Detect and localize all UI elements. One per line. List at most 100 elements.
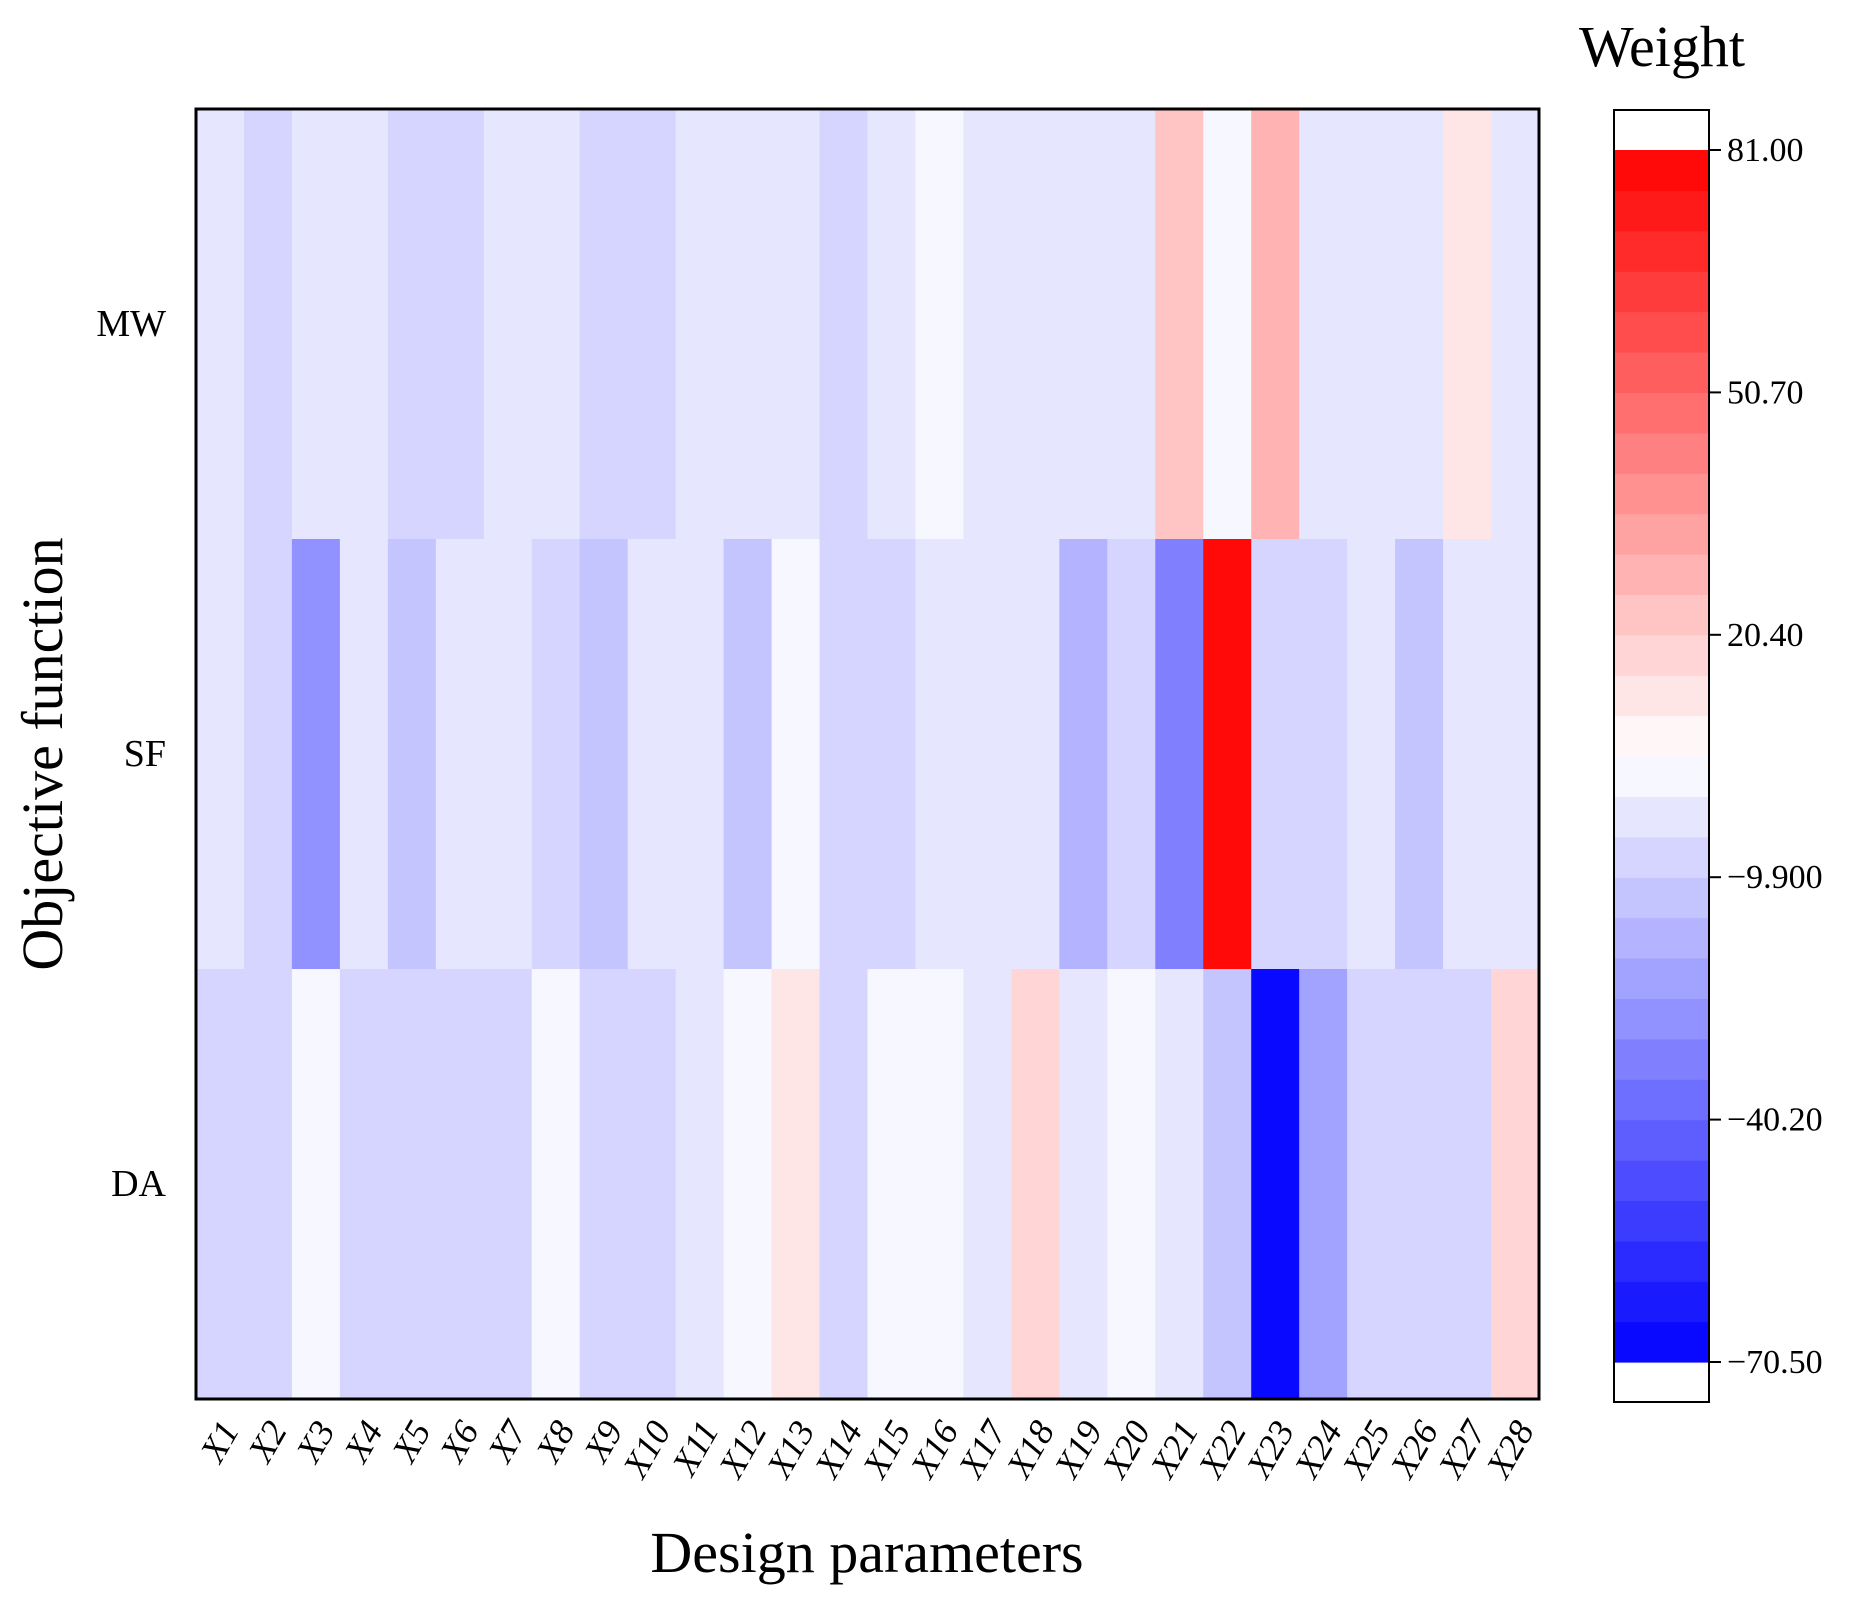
heatmap-cell-da-x3 bbox=[291, 969, 341, 1400]
x-tick-label-x23: X23 bbox=[1237, 1414, 1302, 1486]
heatmap-cell-mw-x27 bbox=[1443, 109, 1492, 540]
heatmap-cell-da-x28 bbox=[1491, 969, 1540, 1400]
heatmap-cell-da-x24 bbox=[1299, 969, 1348, 1400]
heatmap-cell-mw-x12 bbox=[723, 109, 773, 540]
colorbar-band-17 bbox=[1614, 634, 1709, 676]
heatmap-cell-mw-x15 bbox=[867, 109, 917, 540]
x-tick-label-x28: X28 bbox=[1477, 1414, 1542, 1486]
x-axis-tick-labels: X1X2X3X4X5X6X7X8X9X10X11X12X13X14X15X16X… bbox=[191, 1412, 1542, 1486]
heatmap-cell-da-x6 bbox=[435, 969, 485, 1400]
heatmap-cell-da-x19 bbox=[1059, 969, 1108, 1400]
heatmap-cell-mw-x9 bbox=[579, 109, 629, 540]
colorbar-band-19 bbox=[1614, 554, 1709, 595]
heatmap-cell-sf-x2 bbox=[243, 539, 293, 970]
heatmap-cell-mw-x7 bbox=[483, 109, 533, 540]
x-tick-label-x22: X22 bbox=[1189, 1414, 1254, 1486]
heatmap-cell-sf-x1 bbox=[196, 539, 245, 970]
colorbar-band-5 bbox=[1614, 1119, 1709, 1161]
heatmap-cell-mw-x3 bbox=[291, 109, 341, 540]
heatmap-cell-sf-x24 bbox=[1299, 539, 1348, 970]
heatmap-cell-da-x10 bbox=[627, 969, 677, 1400]
x-tick-label-x19: X19 bbox=[1046, 1414, 1111, 1486]
colorbar-band-21 bbox=[1614, 473, 1709, 515]
x-tick-label-x11: X11 bbox=[663, 1414, 726, 1484]
heatmap-cell-da-x21 bbox=[1155, 969, 1204, 1400]
heatmap-cell-mw-x2 bbox=[243, 109, 293, 540]
heatmap-cell-sf-x5 bbox=[387, 539, 437, 970]
x-tick-label-x1: X1 bbox=[191, 1414, 247, 1470]
heatmap-cells bbox=[196, 109, 1540, 1400]
y-tick-label-sf: SF bbox=[124, 733, 166, 775]
heatmap-cell-mw-x8 bbox=[531, 109, 581, 540]
heatmap-cell-sf-x19 bbox=[1059, 539, 1108, 970]
heatmap-cell-mw-x20 bbox=[1107, 109, 1156, 540]
colorbar-tick-label: −40.20 bbox=[1727, 1102, 1823, 1139]
heatmap-cell-sf-x18 bbox=[1011, 539, 1060, 970]
colorbar-band-1 bbox=[1614, 1281, 1709, 1323]
heatmap-cell-da-x25 bbox=[1347, 969, 1396, 1400]
heatmap-cell-sf-x6 bbox=[435, 539, 485, 970]
colorbar-band-12 bbox=[1614, 836, 1709, 878]
heatmap-cell-sf-x10 bbox=[627, 539, 677, 970]
colorbar-band-26 bbox=[1614, 271, 1709, 313]
x-tick-label-x12: X12 bbox=[710, 1414, 775, 1486]
colorbar-band-0 bbox=[1614, 1321, 1709, 1363]
colorbar-frame bbox=[1613, 109, 1710, 1403]
colorbar bbox=[1613, 109, 1710, 1403]
colorbar-band-25 bbox=[1614, 311, 1709, 353]
heatmap-cell-da-x17 bbox=[963, 969, 1012, 1400]
heatmap-cell-sf-x22 bbox=[1203, 539, 1252, 970]
x-tick-label-x2: X2 bbox=[239, 1414, 295, 1470]
colorbar-tick-label: −9.900 bbox=[1727, 859, 1823, 896]
x-tick-label-x14: X14 bbox=[806, 1414, 871, 1486]
heatmap-cell-sf-x4 bbox=[339, 539, 389, 970]
heatmap-cell-da-x16 bbox=[915, 969, 965, 1400]
heatmap-cell-sf-x9 bbox=[579, 539, 629, 970]
colorbar-band-9 bbox=[1614, 958, 1709, 999]
x-tick-label-x8: X8 bbox=[527, 1414, 583, 1470]
heatmap-cell-da-x18 bbox=[1011, 969, 1060, 1400]
x-tick-label-x21: X21 bbox=[1142, 1414, 1207, 1486]
colorbar-tick-label: 50.70 bbox=[1727, 374, 1804, 411]
colorbar-band-8 bbox=[1614, 998, 1709, 1040]
colorbar-band-6 bbox=[1614, 1079, 1709, 1121]
heatmap-cell-mw-x28 bbox=[1491, 109, 1540, 540]
colorbar-tick-label: −70.50 bbox=[1727, 1344, 1823, 1381]
heatmap-cell-da-x1 bbox=[196, 969, 245, 1400]
heatmap-cell-sf-x15 bbox=[867, 539, 917, 970]
heatmap-cell-mw-x22 bbox=[1203, 109, 1252, 540]
heatmap-cell-da-x5 bbox=[387, 969, 437, 1400]
heatmap-cell-mw-x16 bbox=[915, 109, 965, 540]
colorbar-band-4 bbox=[1614, 1160, 1709, 1201]
heatmap-cell-sf-x12 bbox=[723, 539, 773, 970]
y-tick-label-da: DA bbox=[111, 1163, 166, 1205]
plot-frame bbox=[194, 107, 1541, 1401]
heatmap-cell-sf-x13 bbox=[771, 539, 821, 970]
x-tick-label-x13: X13 bbox=[758, 1414, 823, 1486]
heatmap-cell-mw-x21 bbox=[1155, 109, 1204, 540]
heatmap-cell-da-x8 bbox=[531, 969, 581, 1400]
heatmap-cell-da-x22 bbox=[1203, 969, 1252, 1400]
colorbar-tick-label: 81.00 bbox=[1727, 132, 1804, 169]
colorbar-band-10 bbox=[1614, 917, 1709, 959]
x-tick-label-x5: X5 bbox=[383, 1414, 439, 1470]
heatmap-cell-sf-x23 bbox=[1251, 539, 1300, 970]
x-tick-label-x3: X3 bbox=[287, 1414, 343, 1470]
heatmap-cell-mw-x23 bbox=[1251, 109, 1300, 540]
heatmap-cell-sf-x17 bbox=[963, 539, 1012, 970]
colorbar-band-23 bbox=[1614, 392, 1709, 434]
colorbar-band-3 bbox=[1614, 1200, 1709, 1242]
x-tick-label-x16: X16 bbox=[902, 1414, 967, 1486]
heatmap-cell-da-x2 bbox=[243, 969, 293, 1400]
colorbar-band-2 bbox=[1614, 1240, 1709, 1282]
y-tick-label-mw: MW bbox=[96, 303, 166, 345]
heatmap-cell-mw-x4 bbox=[339, 109, 389, 540]
heatmap-cell-mw-x19 bbox=[1059, 109, 1108, 540]
heatmap-cell-sf-x7 bbox=[483, 539, 533, 970]
colorbar-band-28 bbox=[1614, 190, 1709, 232]
heatmap-cell-mw-x14 bbox=[819, 109, 869, 540]
x-tick-label-x6: X6 bbox=[431, 1414, 487, 1470]
x-tick-label-x24: X24 bbox=[1285, 1414, 1350, 1486]
x-tick-label-x27: X27 bbox=[1429, 1412, 1495, 1486]
